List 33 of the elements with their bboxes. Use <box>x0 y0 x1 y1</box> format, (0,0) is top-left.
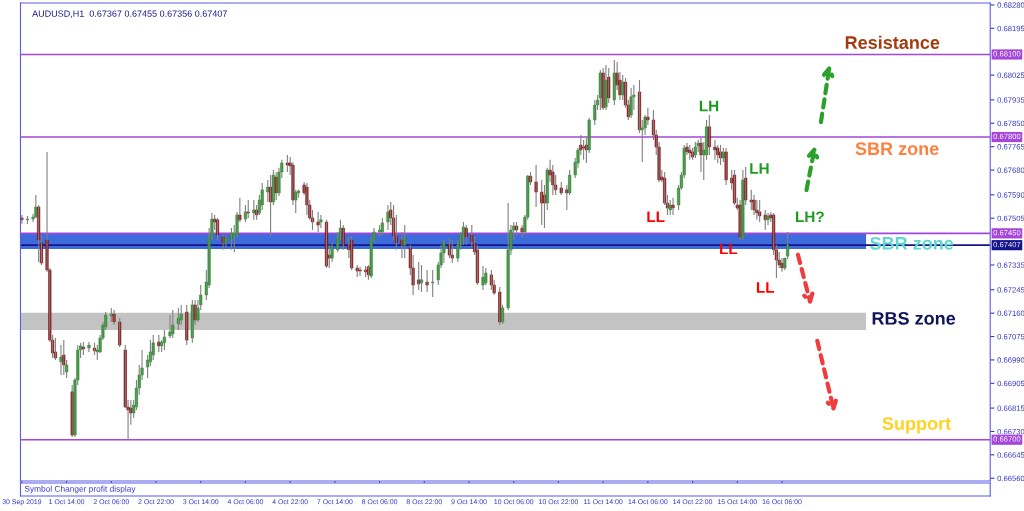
annotation: LL <box>756 282 775 293</box>
candlestick <box>593 99 597 126</box>
candlestick <box>62 339 66 376</box>
candlestick <box>260 182 264 211</box>
text: Symbol Changer profit display <box>24 485 136 494</box>
annotation: LL <box>647 211 665 223</box>
candlestick <box>358 266 362 277</box>
candlestick <box>403 224 407 259</box>
annotation: SBR zone <box>855 142 939 156</box>
annotation: LH? <box>796 211 824 223</box>
candlestick <box>118 317 122 348</box>
candlestick <box>419 264 424 293</box>
candlestick <box>179 304 183 326</box>
annotation: LL <box>720 243 738 255</box>
candlestick <box>417 261 421 291</box>
candlestick <box>464 224 468 246</box>
annotation: LH <box>699 100 719 112</box>
candlestick <box>162 329 166 351</box>
annotation: Support <box>882 417 951 434</box>
annotation: LH <box>750 163 769 174</box>
text: AUDUSD,H1 0.67367 0.67455 0.67356 0.67407 <box>32 10 227 18</box>
candlestick <box>716 144 720 164</box>
candlestick <box>319 214 323 229</box>
annotation: Resistance <box>845 35 940 49</box>
annotation: RBS zone <box>872 311 956 325</box>
candlestick <box>341 224 345 251</box>
candlestick <box>450 239 454 264</box>
candlestick <box>431 269 435 298</box>
candlestick <box>425 269 429 293</box>
candlestick <box>489 269 493 291</box>
candlestick <box>246 199 250 219</box>
candlestick <box>87 341 91 353</box>
candlestick <box>185 304 189 346</box>
